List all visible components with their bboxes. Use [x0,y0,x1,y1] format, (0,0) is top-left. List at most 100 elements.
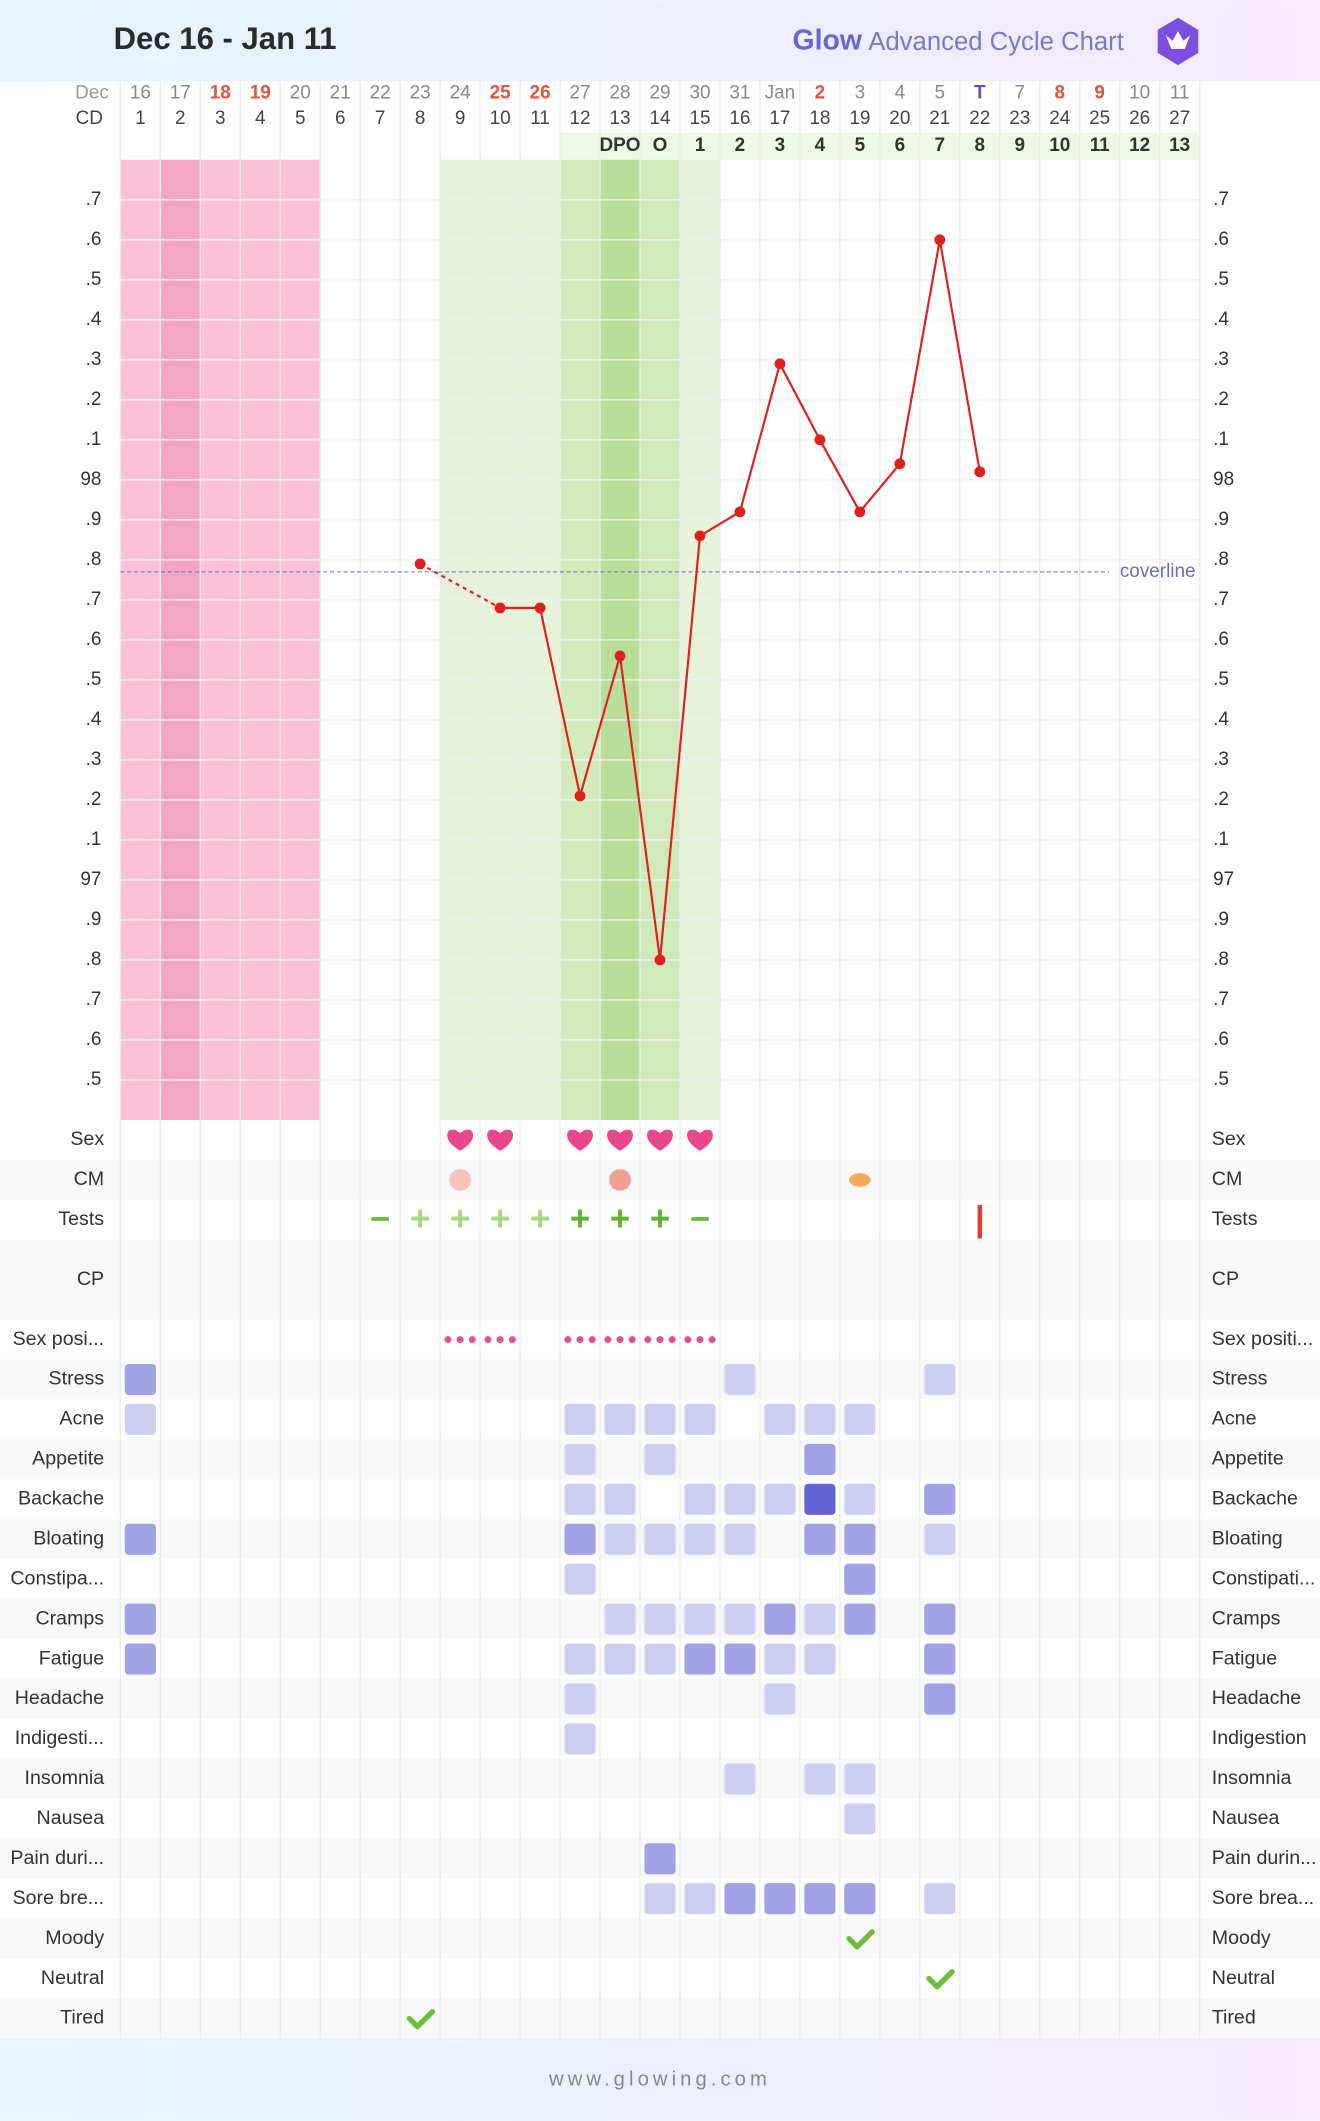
test-result: − [690,1199,711,1238]
y-tick-label: .2 [86,789,102,810]
symptom [804,1643,836,1675]
dpo-label: 3 [775,135,786,156]
symptom [844,1563,876,1595]
y-tick-label-right: .5 [1213,269,1229,290]
symptom [804,1763,836,1795]
symptom [684,1403,716,1436]
y-tick-label: .3 [86,349,102,370]
symptom [724,1603,756,1635]
brand: Glow [793,25,863,57]
y-tick-label-right: .6 [1213,629,1229,650]
y-tick-label-right: 98 [1213,469,1234,490]
row-label: Sex posi... [13,1328,105,1350]
dpo-label: 1 [695,135,706,156]
heart [607,1129,633,1151]
row-label: Pain duri... [10,1847,104,1869]
cycle-day: 7 [375,108,386,129]
sex-position [444,1336,476,1344]
row-label-right: Appetite [1212,1448,1284,1470]
symptom [764,1643,796,1675]
symptom [924,1483,956,1515]
cm-icon [849,1173,871,1187]
date-label: T [974,82,986,103]
y-tick-label: .4 [86,309,102,330]
row-label: Fatigue [39,1647,105,1669]
y-tick-label-right: .3 [1213,749,1229,770]
date-label: 30 [689,82,710,103]
y-tick-label: 97 [80,869,101,890]
symptom [764,1483,796,1515]
position-dot [484,1336,492,1344]
y-tick-label: 98 [80,469,101,490]
symptom [564,1523,596,1555]
cycle-day: 18 [809,108,830,129]
y-tick-label-right: .1 [1213,829,1229,850]
symptom [684,1483,716,1515]
y-tick-label-right: .5 [1213,669,1229,690]
row-label: Sex [70,1128,104,1150]
symptom [804,1883,836,1915]
temperature-point [534,602,546,614]
date-label: 22 [370,82,391,103]
symptom [844,1523,876,1555]
symptom [564,1403,596,1436]
symptom [844,1763,876,1795]
y-tick-label-right: .6 [1213,1029,1229,1050]
symptom [604,1643,636,1675]
test-result: + [490,1199,511,1238]
position-dot [576,1336,584,1344]
y-tick-label-right: 97 [1213,869,1234,890]
cycle-day: 14 [649,108,670,129]
temperature-point [614,650,626,662]
temperature-point [974,466,986,478]
y-tick-label-right: .9 [1213,909,1229,930]
cycle-day: 27 [1169,108,1190,129]
heart [567,1129,593,1151]
position-dot [616,1336,624,1344]
cycle-day: 25 [1089,108,1110,129]
cycle-day: 3 [215,108,226,129]
position-dot [668,1336,676,1344]
symptom [804,1443,836,1475]
row-label: Neutral [41,1967,104,1989]
y-tick-label: .1 [86,829,102,850]
cycle-day: 11 [530,108,550,129]
symptom [604,1603,636,1635]
temperature-point [694,530,706,542]
y-tick-label-right: .4 [1213,309,1229,330]
y-tick-label: .3 [86,749,102,770]
symptom [644,1443,676,1475]
position-dot [468,1336,476,1344]
symptom [844,1483,876,1515]
coverline-label: coverline [1120,561,1196,582]
date-label: 8 [1054,82,1065,103]
row-label: Moody [45,1927,104,1949]
position-dot [496,1336,504,1344]
symptom [684,1523,716,1555]
date-label: 16 [130,82,151,103]
row-bg [0,1758,1320,1799]
symptom [604,1403,636,1436]
symptom [764,1683,796,1715]
row-label-right: Moody [1212,1927,1271,1949]
symptom [924,1363,956,1396]
date-label: 19 [250,82,271,103]
heart [647,1129,673,1151]
date-label: 5 [935,82,946,103]
date-label: 3 [855,82,866,103]
symptom [644,1523,676,1555]
cycle-day: 16 [729,108,750,129]
y-tick-label: .5 [86,269,102,290]
row-label-right: Pain durin... [1212,1847,1317,1869]
symptom [844,1403,876,1436]
temperature-point [414,558,426,570]
row-label-right: CP [1212,1268,1239,1290]
date-label: 31 [729,82,750,103]
symptom [684,1603,716,1635]
date-label: 24 [450,82,471,103]
date-label: 18 [210,82,231,103]
date-label: 10 [1129,82,1150,103]
temperature-point [774,358,786,370]
cm-icon [609,1169,631,1191]
